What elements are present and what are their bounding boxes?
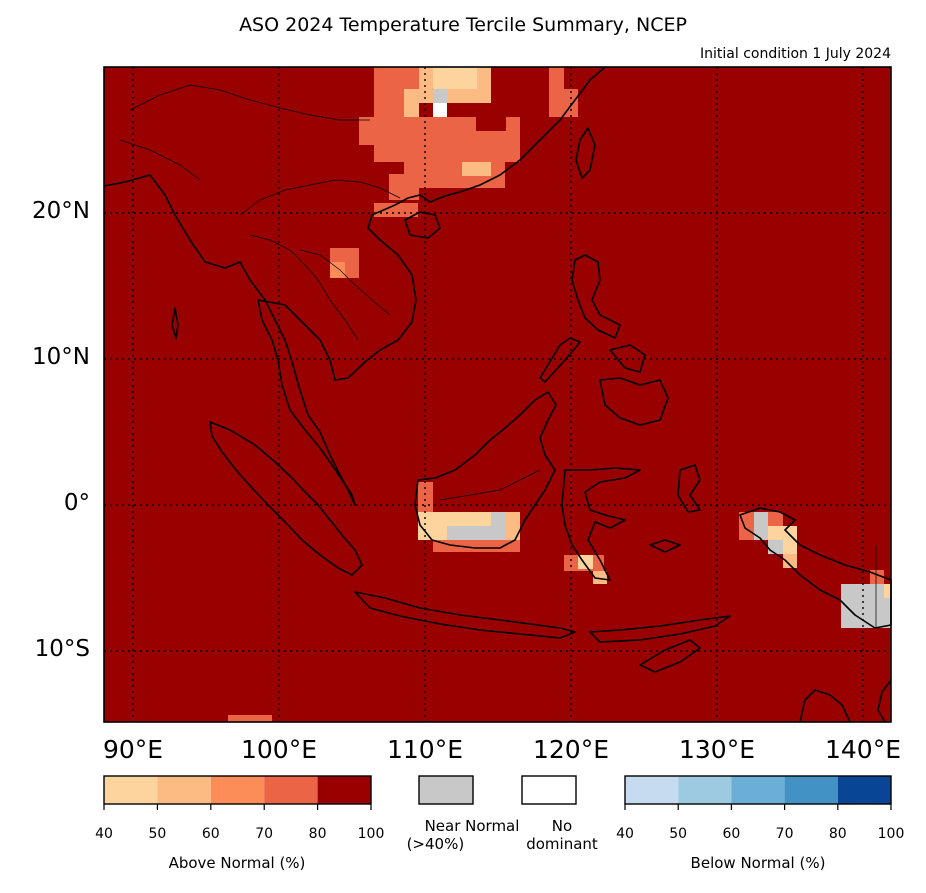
forecast-cells-laos	[330, 248, 359, 278]
cbar-below-tick: 60	[722, 826, 741, 842]
lon-label-140e: 140°E	[824, 735, 902, 764]
colorbar-below-normal	[624, 775, 892, 810]
lon-label-110e: 110°E	[386, 735, 464, 764]
colorbar-above-normal	[103, 775, 372, 810]
cbar-above-title: Above Normal (%)	[168, 854, 306, 872]
cbar-above-60-70	[210, 776, 265, 804]
lat-label-0: 0°	[63, 490, 90, 516]
lat-label-10s: 10°S	[34, 636, 90, 662]
cbar-above-tick: 70	[255, 826, 274, 842]
cbar-below-tick: 70	[775, 826, 794, 842]
lat-label-20n: 20°N	[32, 198, 90, 224]
no-dominant-label: No dominant	[526, 817, 598, 853]
lon-label-100e: 100°E	[240, 735, 318, 764]
country-borders	[119, 84, 877, 628]
colorbar-near-normal	[418, 775, 474, 805]
lon-label-130e: 130°E	[678, 735, 756, 764]
cbar-below-tick: 50	[669, 826, 688, 842]
cbar-below-40-50	[625, 776, 679, 804]
map-frame	[103, 66, 892, 723]
cbar-below-tick: 100	[877, 826, 905, 842]
lon-label-120e: 120°E	[532, 735, 610, 764]
cbar-below-60-70	[731, 776, 785, 804]
map-subtitle: Initial condition 1 July 2024	[700, 46, 891, 62]
map-title: ASO 2024 Temperature Tercile Summary, NC…	[239, 14, 687, 36]
cbar-below-title: Below Normal (%)	[690, 854, 826, 872]
forecast-cell-indian-ocean	[228, 715, 272, 722]
forecast-cells-new-guinea	[739, 512, 891, 628]
graticule	[104, 67, 891, 722]
cbar-above-80-100	[317, 776, 371, 804]
cbar-above-tick: 60	[201, 826, 220, 842]
cbar-above-70-80	[264, 776, 318, 804]
cbar-above-tick: 40	[95, 826, 113, 842]
lon-label-90e: 90°E	[102, 735, 164, 764]
cbar-above-40-50	[104, 776, 158, 804]
cbar-above-tick: 80	[308, 826, 327, 842]
cbar-above-50-60	[157, 776, 211, 804]
coastlines	[103, 66, 892, 723]
forecast-cells-china	[359, 67, 578, 217]
cbar-above-tick: 100	[357, 826, 385, 842]
near-normal-label: Near Normal (>40%)	[406, 817, 520, 853]
colorbar-no-dominant	[521, 775, 577, 805]
cbar-below-70-80	[784, 776, 838, 804]
lat-label-10n: 10°N	[32, 344, 90, 370]
cbar-above-tick: 50	[148, 826, 167, 842]
cbar-below-tick: 40	[616, 826, 634, 842]
forecast-cells-borneo	[418, 482, 520, 552]
cbar-below-50-60	[678, 776, 732, 804]
cbar-below-tick: 80	[828, 826, 847, 842]
cbar-below-80-100	[837, 776, 891, 804]
